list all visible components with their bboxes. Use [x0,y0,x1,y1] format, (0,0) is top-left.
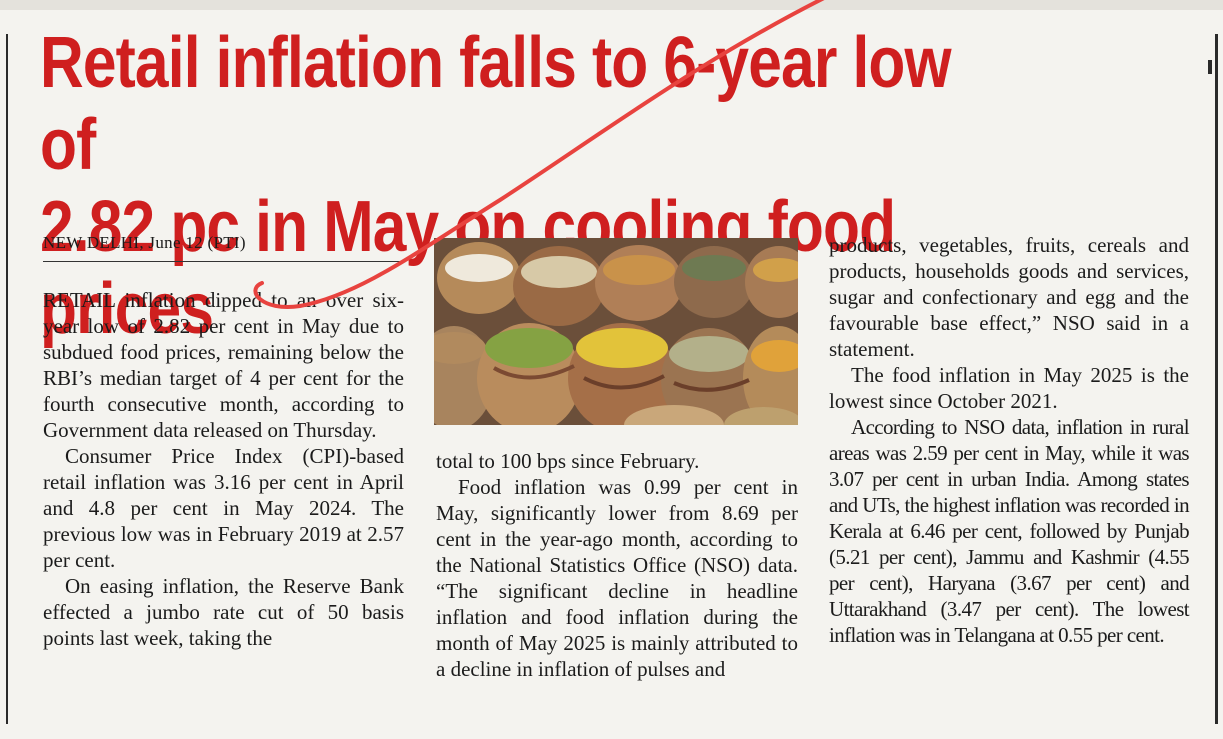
paragraph: According to NSO data, inflation in rura… [829,415,1190,647]
page-top-edge [0,0,1223,10]
paragraph: products, vegetables, fruits, cereals an… [829,233,1189,361]
paragraph: Consumer Price Index (CPI)-based retail … [43,444,404,572]
grain-sacks-illustration [434,238,798,425]
dateline: NEW DELHI, June 12 (PTI) [43,233,246,252]
paragraph: RETAIL inflation dipped to an over six-y… [43,288,404,442]
right-rule-mark [1208,60,1212,74]
sacks-of-grains-photo [434,238,798,425]
paragraph: The food inflation in May 2025 is the lo… [829,363,1189,413]
article-column-1: RETAIL inflation dipped to an over six-y… [43,287,404,651]
paragraph: Food inflation was 0.99 per cent in May,… [436,475,798,681]
dateline-rule [43,261,404,262]
article-column-3: products, vegetables, fruits, cereals an… [829,232,1190,648]
left-column-rule [6,34,8,724]
paragraph: On easing inflation, the Reserve Bank ef… [43,574,404,650]
paragraph: total to 100 bps since February. [436,449,700,473]
right-column-rule [1215,34,1218,724]
article-column-2: total to 100 bps since February. Food in… [436,448,798,682]
